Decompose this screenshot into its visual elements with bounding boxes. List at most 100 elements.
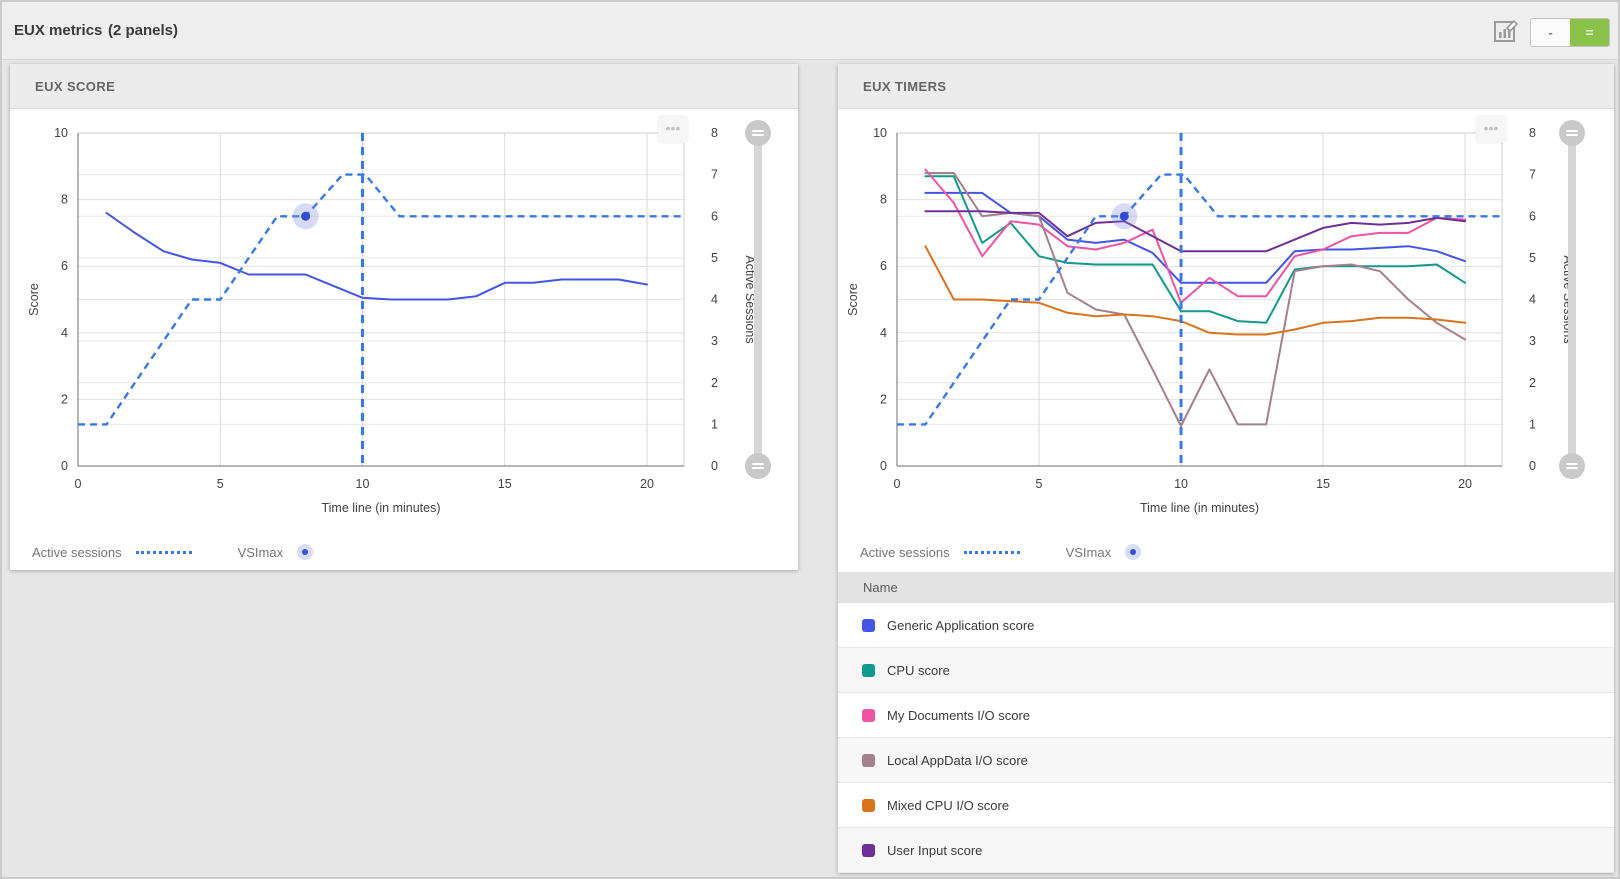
svg-text:1: 1 [1529,417,1536,431]
active-sessions-legend-label: Active sessions [860,544,950,560]
series-line [924,168,1467,304]
slider-track[interactable] [1568,133,1576,466]
slider-handle-top[interactable] [1559,120,1585,146]
series-name: CPU score [887,662,950,678]
svg-text:4: 4 [1529,293,1536,307]
svg-text:8: 8 [880,193,887,207]
series-color-swatch [862,753,875,767]
series-name: Mixed CPU I/O score [887,797,1010,813]
svg-text:10: 10 [873,126,887,140]
svg-text:2: 2 [880,392,887,406]
vsimax-marker-dot[interactable] [301,211,311,221]
table-row[interactable]: Mixed CPU I/O score [838,783,1614,828]
series-line [924,210,1467,253]
svg-text:8: 8 [1529,126,1536,140]
series-color-swatch [862,618,875,632]
series-line [105,211,648,301]
svg-text:8: 8 [711,126,718,140]
dashed-line-sample-icon [963,550,1020,554]
svg-text:7: 7 [711,168,718,182]
slider-handle-top[interactable] [745,120,771,146]
panel-eux-score: EUX SCORE 0 2 4 6 8 10 0 1 2 3 4 5 6 7 8 0 5 10 15 20 Score A… [10,64,798,570]
series-name: Generic Application score [887,617,1035,633]
svg-text:Time line (in minutes): Time line (in minutes) [1140,501,1259,515]
table-row[interactable]: Generic Application score [838,603,1614,648]
svg-text:6: 6 [880,259,887,273]
series-color-swatch [862,843,875,857]
svg-text:6: 6 [711,209,718,223]
svg-text:Score: Score [27,283,41,316]
svg-text:10: 10 [356,477,370,491]
chart-edit-icon [1494,19,1519,42]
svg-text:6: 6 [1529,209,1536,223]
svg-text:8: 8 [61,193,68,207]
svg-text:4: 4 [711,293,718,307]
slider-handle-bottom[interactable] [745,453,771,479]
panel-title: EUX TIMERS [838,64,1614,109]
svg-text:20: 20 [1458,477,1472,491]
svg-text:6: 6 [61,259,68,273]
svg-text:4: 4 [880,326,887,340]
panel-count: (2 panels) [108,22,179,39]
table-row[interactable]: Local AppData I/O score [838,738,1614,783]
vsimax-marker-dot[interactable] [1119,211,1129,221]
table-row[interactable]: My Documents I/O score [838,693,1614,738]
table-row[interactable]: User Input score [838,828,1614,873]
chart-legend: Active sessions VSImax [10,534,798,570]
top-bar: EUX metrics (2 panels) - = [2,2,1618,60]
series-table: Generic Application score CPU score My Doc… [838,603,1614,873]
vsimax-marker-icon [1125,544,1142,560]
chart-menu-button[interactable]: ••• [658,116,688,143]
chart-legend: Active sessions VSImax [838,534,1614,570]
table-row[interactable]: CPU score [838,648,1614,693]
active-sessions-legend-label: Active sessions [32,544,122,560]
series-name: My Documents I/O score [887,707,1031,723]
svg-text:0: 0 [75,477,82,491]
svg-text:5: 5 [711,251,718,265]
table-header-name: Name [838,572,1614,603]
svg-text:3: 3 [711,334,718,348]
svg-text:2: 2 [61,392,68,406]
dashed-line-sample-icon [135,550,192,554]
series-line [924,175,1467,324]
vsimax-marker-icon [297,544,314,560]
svg-text:0: 0 [61,459,68,473]
vsimax-legend-label: VSImax [1065,544,1112,560]
series-color-swatch [862,663,875,677]
svg-text:5: 5 [1036,477,1043,491]
svg-text:0: 0 [1529,459,1536,473]
svg-text:15: 15 [1316,477,1330,491]
edit-chart-button[interactable] [1493,18,1519,44]
svg-text:10: 10 [54,126,68,140]
svg-text:0: 0 [880,459,887,473]
layout-single-button[interactable]: - [1531,19,1570,46]
slider-handle-bottom[interactable] [1559,453,1585,479]
series-line [924,245,1467,336]
chart-menu-button[interactable]: ••• [1476,116,1506,143]
sessions-range-slider [1559,120,1585,479]
svg-text:Score: Score [846,283,860,316]
vsimax-legend-label: VSImax [237,544,284,560]
svg-text:1: 1 [711,417,718,431]
series-color-swatch [862,798,875,812]
layout-toggle: - = [1530,18,1610,47]
svg-text:Time line (in minutes): Time line (in minutes) [321,501,440,515]
svg-text:5: 5 [217,477,224,491]
slider-track[interactable] [754,133,762,466]
eux-score-chart: 0 2 4 6 8 10 0 1 2 3 4 5 6 7 8 0 5 10 15 20 Score Active Sess… [27,126,757,515]
series-name: Local AppData I/O score [887,752,1028,768]
svg-text:3: 3 [1529,334,1536,348]
page-title: EUX metrics [14,22,103,39]
svg-text:15: 15 [498,477,512,491]
svg-text:2: 2 [1529,376,1536,390]
svg-text:4: 4 [61,326,68,340]
svg-text:Active Sessions: Active Sessions [743,255,757,343]
series-name: User Input score [887,842,983,858]
layout-split-button[interactable]: = [1570,19,1609,46]
svg-text:5: 5 [1529,251,1536,265]
panel-title: EUX SCORE [10,64,798,109]
series-color-swatch [862,708,875,722]
svg-text:7: 7 [1529,168,1536,182]
